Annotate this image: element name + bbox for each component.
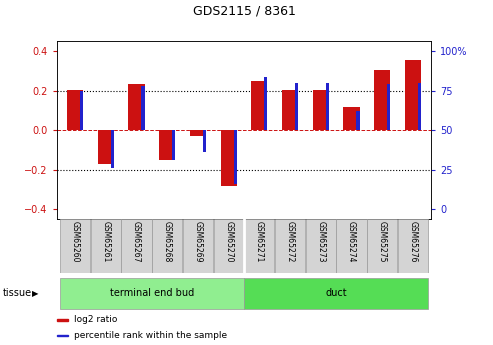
Text: GSM65276: GSM65276: [408, 221, 418, 262]
Text: GSM65270: GSM65270: [224, 221, 233, 262]
FancyBboxPatch shape: [152, 219, 182, 273]
Text: GSM65271: GSM65271: [255, 221, 264, 262]
FancyBboxPatch shape: [306, 219, 336, 273]
Text: terminal end bud: terminal end bud: [110, 288, 194, 298]
FancyBboxPatch shape: [183, 219, 213, 273]
Bar: [251, 81, 267, 130]
FancyBboxPatch shape: [213, 219, 244, 273]
Bar: [326, 83, 329, 130]
Text: GSM65260: GSM65260: [70, 221, 80, 262]
Bar: [129, 84, 144, 130]
Bar: [172, 130, 175, 160]
Text: GDS2115 / 8361: GDS2115 / 8361: [193, 4, 295, 17]
Bar: [67, 90, 83, 130]
Bar: [98, 130, 114, 164]
FancyBboxPatch shape: [275, 219, 305, 273]
FancyBboxPatch shape: [121, 219, 151, 273]
Text: GSM65261: GSM65261: [102, 221, 110, 262]
Bar: [344, 107, 359, 130]
Bar: [282, 90, 298, 130]
FancyBboxPatch shape: [398, 219, 428, 273]
FancyBboxPatch shape: [337, 219, 367, 273]
Bar: [264, 77, 267, 130]
Text: duct: duct: [325, 288, 347, 298]
Text: GSM65274: GSM65274: [347, 221, 356, 262]
Text: GSM65269: GSM65269: [193, 221, 203, 262]
Bar: [141, 86, 144, 130]
Bar: [111, 130, 114, 168]
Text: log2 ratio: log2 ratio: [73, 315, 117, 325]
Bar: [203, 130, 206, 152]
Bar: [57, 319, 68, 321]
FancyBboxPatch shape: [60, 278, 244, 309]
Text: GSM65267: GSM65267: [132, 221, 141, 262]
FancyBboxPatch shape: [60, 219, 90, 273]
Text: GSM65275: GSM65275: [378, 221, 387, 262]
Bar: [190, 130, 206, 136]
FancyBboxPatch shape: [91, 219, 121, 273]
Bar: [418, 83, 421, 130]
Bar: [313, 90, 329, 130]
Bar: [234, 130, 237, 184]
Bar: [57, 335, 68, 336]
Bar: [356, 111, 359, 130]
Bar: [374, 70, 390, 130]
Text: percentile rank within the sample: percentile rank within the sample: [73, 331, 227, 340]
FancyBboxPatch shape: [367, 219, 397, 273]
Bar: [295, 83, 298, 130]
Bar: [159, 130, 176, 160]
Text: GSM65268: GSM65268: [163, 221, 172, 262]
Text: ▶: ▶: [32, 289, 39, 298]
Text: GSM65272: GSM65272: [285, 221, 295, 262]
FancyBboxPatch shape: [245, 219, 275, 273]
Bar: [80, 91, 83, 130]
Bar: [405, 60, 421, 130]
Bar: [221, 130, 237, 186]
Text: GSM65273: GSM65273: [317, 221, 325, 262]
FancyBboxPatch shape: [245, 278, 428, 309]
Text: tissue: tissue: [2, 288, 32, 298]
Bar: [387, 85, 390, 130]
